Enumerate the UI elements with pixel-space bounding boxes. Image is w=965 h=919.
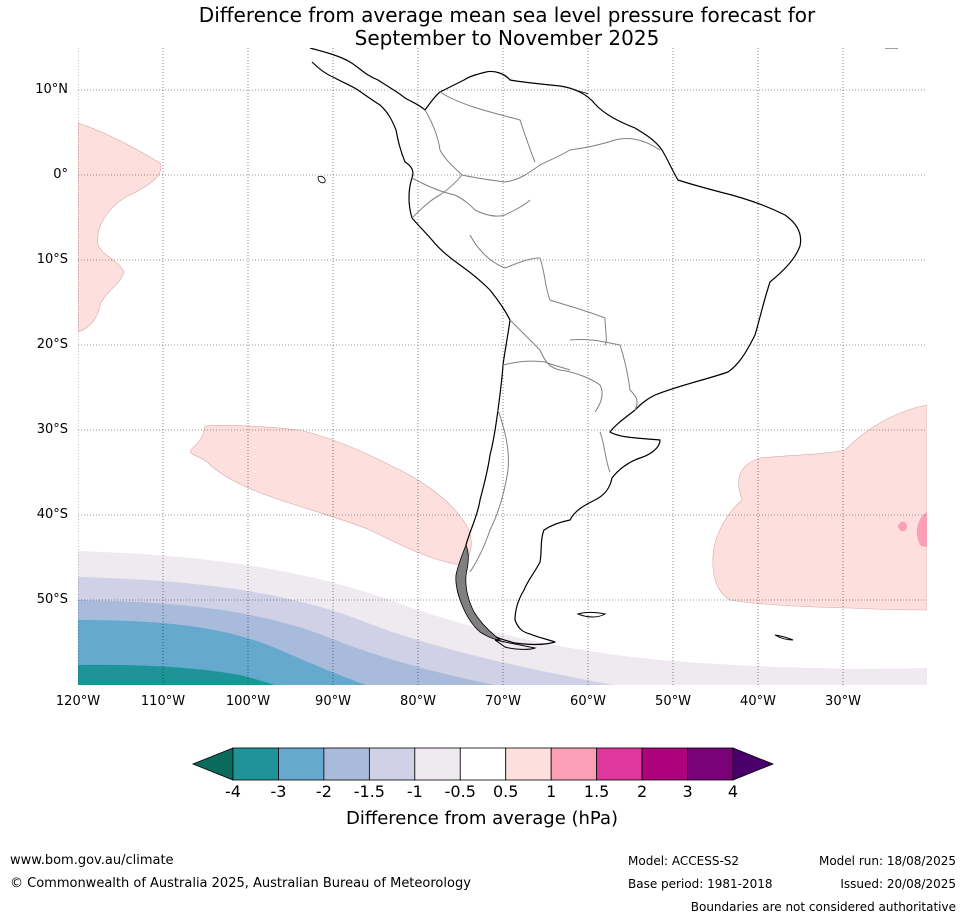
model-run-date: Model run: 18/08/2025: [818, 854, 956, 868]
galapagos: [317, 175, 326, 184]
anomaly-area-pos-small: [898, 521, 907, 532]
colorbar-swatch: [323, 747, 370, 781]
tierra-del-fuego: [494, 639, 537, 650]
map-title: Difference from average mean sea level p…: [0, 4, 965, 50]
lon-label-110w: 110°W: [140, 694, 186, 709]
title-line-2: September to November 2025: [354, 26, 660, 50]
lon-label-40w: 40°W: [740, 694, 776, 709]
colorbar-tick-label: 0.5: [492, 782, 519, 801]
chile-archipelago: [455, 543, 502, 641]
anomaly-area-pos-1.0: [916, 512, 927, 547]
colorbar: [191, 747, 775, 781]
anomaly-area-pos-southeast-pacific: [189, 424, 472, 566]
colorbar-swatch: [641, 747, 688, 781]
lon-label-100w: 100°W: [225, 694, 271, 709]
colorbar-tick-label: 3: [682, 782, 693, 801]
national-borders: [411, 91, 661, 573]
caribbean-islands: [574, 48, 898, 95]
lat-label-30s: 30°S: [36, 422, 68, 437]
south-georgia: [774, 634, 794, 641]
colorbar-swatch: [368, 747, 416, 781]
website-link[interactable]: www.bom.gov.au/climate: [10, 853, 174, 868]
anomaly-band-neg-3: [78, 664, 275, 685]
falkland-islands: [576, 612, 607, 618]
colorbar-tick-label: 1.5: [583, 782, 610, 801]
issued-date: Issued: 20/08/2025: [840, 877, 956, 891]
colorbar-tick-label: 2: [636, 782, 648, 801]
colorbar-swatch: [414, 747, 461, 781]
colorbar-tick-label: -4: [225, 782, 241, 801]
colorbar-swatch: [232, 747, 279, 781]
colorbar-swatch: [278, 747, 325, 781]
colorbar-tick-label: 1: [546, 782, 557, 801]
south-america-coastline: [309, 48, 802, 645]
lat-label-10s: 10°S: [36, 252, 68, 267]
pressure-anomaly-map: [78, 48, 927, 685]
lon-label-50w: 50°W: [655, 694, 691, 709]
colorbar-tick-label: -1.5: [353, 782, 385, 801]
lon-label-90w: 90°W: [315, 694, 351, 709]
lon-label-70w: 70°W: [485, 694, 521, 709]
copyright-text: © Commonwealth of Australia 2025, Austra…: [10, 876, 471, 891]
colorbar-label: Difference from average (hPa): [345, 808, 619, 829]
lon-label-80w: 80°W: [400, 694, 436, 709]
colorbar-tick-label: -3: [270, 782, 287, 801]
lat-label-40s: 40°S: [36, 507, 68, 522]
colorbar-tick-label: -2: [315, 782, 332, 801]
colorbar-swatch: [596, 747, 643, 781]
anomaly-area-pos-west-tropics: [78, 122, 162, 333]
colorbar-swatch: [505, 747, 552, 781]
colorbar-extend-low: [191, 747, 234, 781]
colorbar-swatch: [550, 747, 598, 781]
colorbar-swatch: [459, 747, 507, 781]
colorbar-tick-label: 4: [727, 782, 739, 801]
lat-label-20s: 20°S: [36, 337, 68, 352]
boundary-disclaimer: Boundaries are not considered authoritat…: [690, 900, 956, 914]
colorbar-tick-label: -1: [406, 782, 423, 801]
lon-label-60w: 60°W: [570, 694, 606, 709]
model-name: Model: ACCESS-S2: [628, 854, 740, 868]
colorbar-extend-high: [732, 747, 775, 781]
anomaly-area-pos-south-atlantic: [712, 404, 927, 611]
lon-label-120w: 120°W: [55, 694, 101, 709]
lat-label-50s: 50°S: [36, 592, 68, 607]
lat-label-0: 0°: [53, 167, 68, 182]
base-period: Base period: 1981-2018: [628, 877, 773, 891]
title-line-1: Difference from average mean sea level p…: [198, 3, 816, 27]
lon-label-30w: 30°W: [825, 694, 861, 709]
colorbar-swatch: [687, 747, 734, 781]
lat-label-10n: 10°N: [35, 82, 68, 97]
colorbar-tick-label: -0.5: [444, 782, 476, 801]
